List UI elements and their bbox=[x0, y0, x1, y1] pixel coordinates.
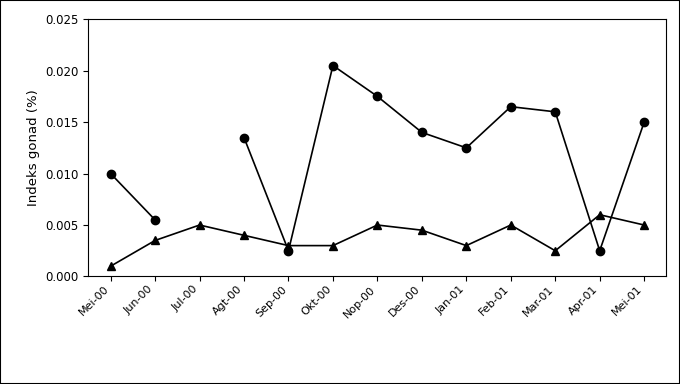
Jantan bbox=[195, 223, 203, 227]
Jantan bbox=[507, 223, 515, 227]
Betina bbox=[507, 104, 515, 109]
Jantan bbox=[462, 243, 471, 248]
Betina bbox=[373, 94, 381, 99]
Jantan bbox=[284, 243, 292, 248]
Betina bbox=[107, 171, 115, 176]
Jantan bbox=[596, 212, 604, 217]
Jantan bbox=[373, 223, 381, 227]
Betina bbox=[462, 146, 471, 150]
Jantan bbox=[329, 243, 337, 248]
Betina bbox=[596, 248, 604, 253]
Betina bbox=[240, 135, 248, 140]
Y-axis label: Indeks gonad (%): Indeks gonad (%) bbox=[27, 89, 39, 206]
Betina bbox=[551, 109, 560, 114]
Jantan bbox=[240, 233, 248, 238]
Jantan bbox=[107, 264, 115, 268]
Line: Jantan: Jantan bbox=[107, 210, 648, 270]
Jantan bbox=[551, 248, 560, 253]
Jantan bbox=[151, 238, 159, 243]
Betina bbox=[284, 248, 292, 253]
Jantan bbox=[418, 228, 426, 232]
Betina bbox=[151, 218, 159, 222]
Line: Betina: Betina bbox=[107, 61, 648, 255]
Betina bbox=[640, 120, 648, 124]
Jantan bbox=[640, 223, 648, 227]
Betina bbox=[329, 63, 337, 68]
Betina bbox=[418, 130, 426, 135]
